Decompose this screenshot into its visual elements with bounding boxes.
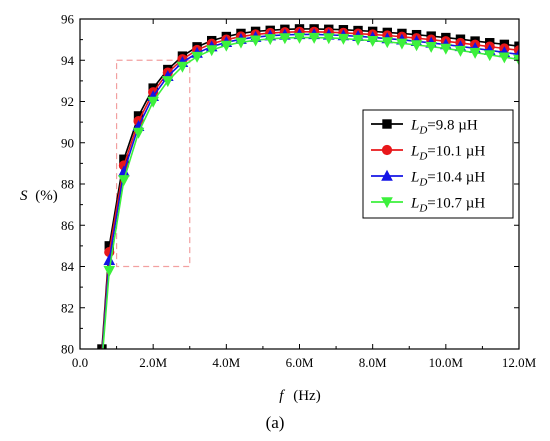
legend-item-2: LD=10.1 µH bbox=[371, 144, 485, 163]
data-point bbox=[98, 348, 105, 349]
data-point bbox=[264, 34, 277, 46]
y-tick-label: 84 bbox=[61, 259, 75, 274]
legend-label: LD=10.1 µH bbox=[410, 144, 485, 163]
x-tick-label: 2.0M bbox=[139, 355, 167, 370]
data-point bbox=[176, 61, 189, 73]
data-point bbox=[118, 175, 130, 187]
zoom-region-box bbox=[115, 59, 191, 268]
data-point bbox=[132, 127, 145, 139]
y-tick-label: 96 bbox=[61, 12, 75, 27]
legend-item-4: LD=10.7 µH bbox=[371, 196, 485, 215]
data-point bbox=[235, 37, 247, 49]
annotation-layer bbox=[115, 59, 191, 268]
data-point bbox=[308, 32, 320, 44]
x-axis-var: f bbox=[279, 388, 285, 404]
data-point bbox=[293, 32, 306, 44]
legend-label: LD=10.4 µH bbox=[410, 170, 485, 189]
legend-marker bbox=[382, 119, 392, 129]
series-layer bbox=[97, 24, 519, 366]
data-point bbox=[425, 41, 438, 53]
data-point bbox=[147, 96, 159, 108]
ticks-layer: 0.0 2.0M 4.0M 6.0M 8.0M 10.0M 12.0M 80 82 84 86 88 9… bbox=[61, 12, 537, 371]
data-point bbox=[322, 33, 335, 45]
data-point bbox=[366, 35, 379, 47]
data-point bbox=[103, 265, 116, 277]
legend: LD=9.8 µH LD=10.1 µH LD=10.4 µH LD=10.7 µH bbox=[362, 109, 514, 219]
y-axis-unit: (%) bbox=[35, 188, 58, 204]
y-tick-label: 80 bbox=[61, 342, 74, 357]
x-axis-label: f (Hz) bbox=[279, 388, 320, 404]
y-axis-var: S bbox=[20, 188, 28, 204]
data-point bbox=[483, 50, 496, 62]
x-tick-label: 12.0M bbox=[502, 355, 537, 370]
data-point bbox=[97, 352, 107, 361]
x-tick-label: 8.0M bbox=[359, 355, 387, 370]
data-point bbox=[220, 40, 233, 52]
y-tick-label: 94 bbox=[61, 53, 75, 68]
data-point bbox=[454, 45, 467, 57]
data-point bbox=[352, 34, 364, 46]
y-tick-label: 88 bbox=[61, 177, 74, 192]
x-tick-label: 0.0 bbox=[72, 355, 88, 370]
legend-label: LD=9.8 µH bbox=[410, 118, 478, 137]
data-point bbox=[191, 51, 203, 63]
data-point bbox=[279, 33, 291, 45]
data-point bbox=[161, 76, 174, 88]
data-point bbox=[469, 47, 481, 59]
legend-marker bbox=[381, 197, 393, 209]
data-point bbox=[410, 40, 423, 52]
data-point bbox=[440, 43, 452, 55]
legend-marker bbox=[381, 144, 393, 156]
legend-item-1: LD=9.8 µH bbox=[371, 118, 478, 137]
data-point bbox=[498, 52, 511, 64]
legend-item-3: LD=10.4 µH bbox=[371, 170, 485, 189]
figure-caption: (a) bbox=[266, 413, 285, 432]
data-point bbox=[249, 35, 262, 47]
data-point bbox=[337, 33, 350, 45]
y-tick-label: 92 bbox=[61, 94, 74, 109]
x-tick-label: 10.0M bbox=[429, 355, 464, 370]
series-4 bbox=[97, 32, 519, 366]
x-tick-label: 6.0M bbox=[286, 355, 314, 370]
data-point bbox=[396, 38, 408, 50]
x-axis-unit: (Hz) bbox=[293, 388, 320, 404]
data-point bbox=[103, 254, 116, 266]
x-tick-label: 4.0M bbox=[212, 355, 240, 370]
y-axis-label: S (%) bbox=[20, 188, 58, 204]
y-tick-label: 86 bbox=[61, 218, 75, 233]
legend-marker bbox=[381, 169, 393, 181]
legend-label: LD=10.7 µH bbox=[410, 196, 485, 215]
data-point bbox=[97, 357, 107, 366]
data-point bbox=[381, 37, 394, 49]
data-point bbox=[205, 45, 218, 57]
y-tick-label: 82 bbox=[61, 300, 74, 315]
y-tick-label: 90 bbox=[61, 135, 74, 150]
